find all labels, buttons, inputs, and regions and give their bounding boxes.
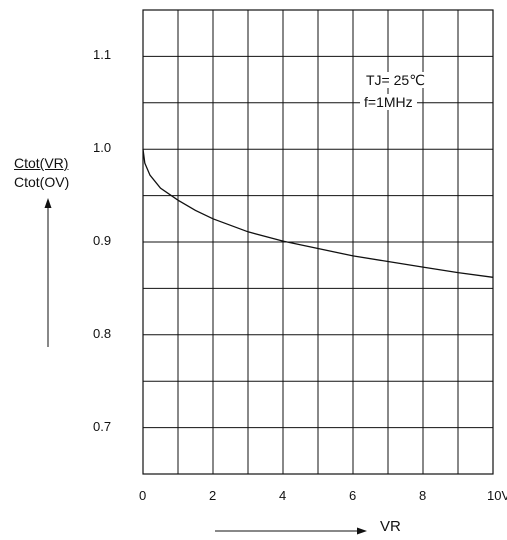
series-line <box>142 149 494 278</box>
annotation-temperature: TJ= 25℃ <box>362 72 429 88</box>
x-tick-label: 0 <box>139 488 147 503</box>
y-axis-label-numerator: Ctot(VR) <box>14 155 69 171</box>
y-tick-label: 0.7 <box>93 418 112 434</box>
y-axis-arrow-head <box>44 198 52 208</box>
y-tick-label: 0.8 <box>93 325 112 341</box>
grid-lines <box>143 10 493 474</box>
x-tick-label: 6 <box>349 488 357 503</box>
x-tick-label: 10V <box>487 488 507 503</box>
plot-frame <box>142 9 494 475</box>
y-tick-label: 1.1 <box>93 47 112 63</box>
x-tick-label: 4 <box>279 488 287 503</box>
y-tick-label: 1.0 <box>93 140 112 156</box>
x-tick-label: 8 <box>419 488 427 503</box>
x-tick-label: 2 <box>209 488 217 503</box>
axis-arrows <box>44 198 367 535</box>
annotation-frequency: f=1MHz <box>360 94 417 110</box>
y-axis-label-denominator: Ctot(OV) <box>14 174 70 190</box>
x-axis-label: VR <box>380 518 401 535</box>
y-tick-label: 0.9 <box>93 233 112 248</box>
x-axis-arrow-head <box>357 527 367 535</box>
